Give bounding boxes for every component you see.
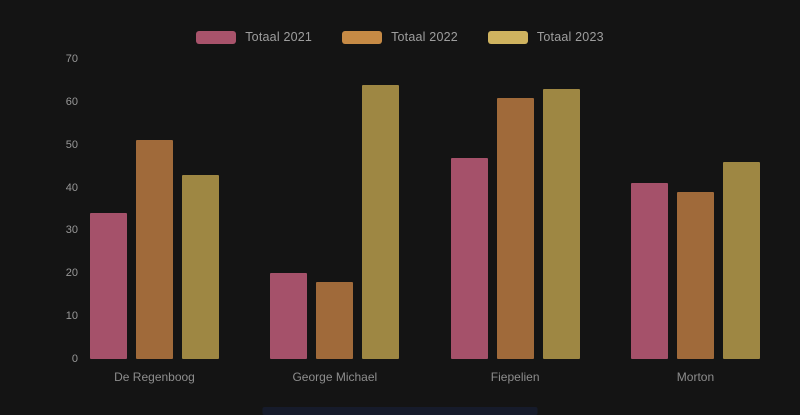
bar-totaal-2023-4[interactable]: [722, 161, 760, 359]
bar-totaal-2022-4[interactable]: [676, 191, 714, 359]
y-axis-tick-label: 70: [65, 53, 78, 65]
legend-item-2[interactable]: Totaal 2022: [342, 30, 458, 44]
bar-totaal-2021-1[interactable]: [90, 213, 127, 359]
plot-area: De Regenboog George Michael Fiepelien Morto…: [90, 59, 760, 384]
bar-totaal-2021-2[interactable]: [270, 273, 308, 359]
y-axis-tick-label: 40: [65, 181, 78, 194]
legend-swatch-icon: [196, 30, 237, 44]
legend-item-1[interactable]: Totaal 2021: [196, 30, 312, 44]
bar-group-2: George Michael: [270, 59, 400, 384]
bar-totaal-2023-1[interactable]: [182, 174, 219, 359]
legend: Totaal 2021 Totaal 2022 Totaal 2023: [0, 30, 800, 44]
x-axis-category-label: George Michael: [292, 370, 378, 384]
x-axis-category-label: De Regenboog: [114, 370, 195, 384]
bottom-indicator: [262, 407, 538, 415]
bar-totaal-2022-3[interactable]: [496, 97, 534, 359]
legend-label: Totaal 2021: [245, 30, 313, 44]
legend-swatch-icon: [487, 30, 528, 44]
bar-totaal-2023-3[interactable]: [542, 89, 580, 359]
x-axis-category-label: Morton: [676, 370, 715, 384]
y-axis-tick-label: 0: [71, 353, 78, 365]
y-axis-tick-label: 20: [65, 267, 78, 280]
bar-group-1: De Regenboog: [90, 59, 219, 384]
y-axis: 0 10 20 30 40 50 60 70: [30, 53, 78, 365]
bar-group-3: Fiepelien: [450, 59, 580, 384]
legend-label: Totaal 2023: [536, 30, 604, 44]
bar-totaal-2021-4[interactable]: [630, 183, 668, 359]
x-axis-category-label: Fiepelien: [490, 370, 540, 384]
y-axis-tick-label: 50: [65, 138, 78, 151]
bar-totaal-2022-1[interactable]: [136, 140, 173, 359]
y-axis-tick-label: 10: [65, 310, 78, 323]
bar-totaal-2023-2[interactable]: [362, 84, 400, 359]
bar-group-4: Morton: [630, 59, 760, 384]
y-axis-tick-label: 30: [65, 224, 78, 237]
y-axis-tick-label: 60: [65, 95, 78, 108]
bar-totaal-2021-3[interactable]: [450, 157, 488, 359]
legend-swatch-icon: [342, 30, 383, 44]
bar-totaal-2022-2[interactable]: [316, 281, 354, 359]
legend-item-3[interactable]: Totaal 2023: [487, 30, 604, 44]
legend-label: Totaal 2022: [391, 30, 458, 44]
